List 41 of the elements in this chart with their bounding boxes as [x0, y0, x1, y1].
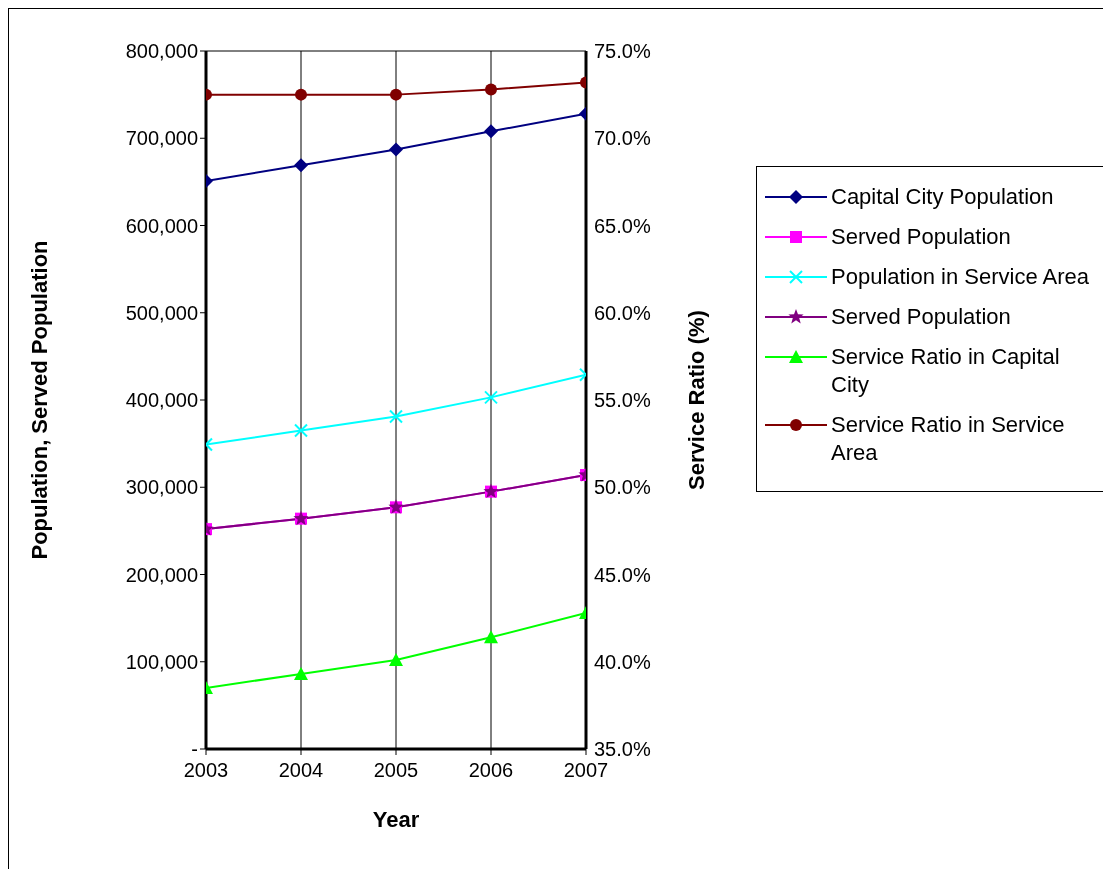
point — [295, 88, 307, 101]
y2-tick-label: 50.0% — [594, 476, 651, 499]
x-tick-label: 2006 — [468, 759, 514, 782]
x-tick-label: 2004 — [278, 759, 324, 782]
legend-label: Population in Service Area — [831, 263, 1090, 291]
legend-label: Capital City Population — [831, 183, 1054, 211]
y-tick-label: 500,000 — [125, 301, 198, 324]
y-tick-label: 100,000 — [125, 650, 198, 673]
y2-tick-label: 55.0% — [594, 389, 651, 412]
y2-tick-label: 75.0% — [594, 40, 651, 63]
x-axis-title: Year — [372, 807, 420, 832]
legend-label: Served Population — [831, 303, 1011, 331]
y-tick-label: 200,000 — [125, 563, 198, 586]
y-tick-label: 400,000 — [125, 389, 198, 412]
legend-label: Service Ratio in Service Area — [831, 411, 1066, 467]
y2-tick-label: 60.0% — [594, 301, 651, 324]
legend-label: Service Ratio in Capital City — [831, 343, 1061, 399]
y-tick-label: 600,000 — [125, 214, 198, 237]
y2-tick-label: 40.0% — [594, 650, 651, 673]
legend-label: Served Population — [831, 223, 1011, 251]
x-tick-label: 2005 — [373, 759, 419, 782]
x-tick-label: 2007 — [563, 759, 609, 782]
y-tick-label: 300,000 — [125, 476, 198, 499]
point — [484, 124, 498, 139]
y-tick-label: 700,000 — [125, 127, 198, 150]
point — [390, 88, 402, 101]
y-tick-label: - — [191, 738, 198, 761]
y2-tick-label: 70.0% — [594, 127, 651, 150]
y-tick-label: 800,000 — [125, 40, 198, 63]
point — [294, 666, 308, 680]
point — [389, 142, 403, 157]
point — [485, 83, 497, 96]
y2-axis-title: Service Ratio (%) — [683, 310, 709, 490]
point — [389, 653, 403, 667]
point — [294, 158, 308, 173]
y2-tick-label: 65.0% — [594, 214, 651, 237]
y-axis-title: Population, Served Population — [26, 240, 52, 560]
y2-tick-label: 45.0% — [594, 563, 651, 586]
point — [484, 630, 498, 644]
x-tick-label: 2003 — [183, 759, 229, 782]
y2-tick-label: 35.0% — [594, 738, 651, 761]
